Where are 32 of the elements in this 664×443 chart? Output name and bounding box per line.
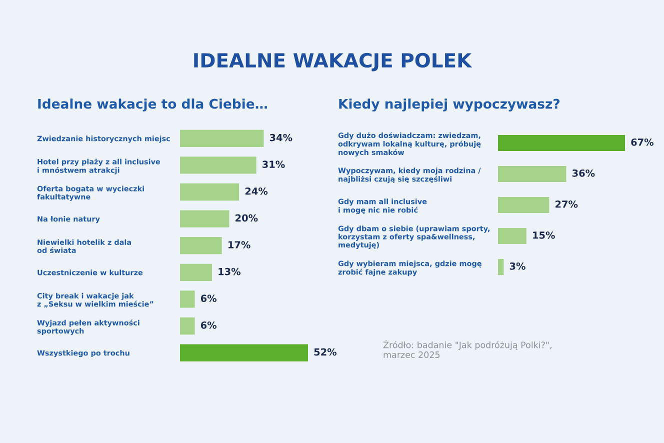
bar [180, 290, 195, 308]
bar [180, 183, 240, 201]
bar [180, 237, 222, 254]
data-label: 52% [314, 348, 337, 356]
text: Źródło: badanie "Jak podróżują Polki?", marzec 2025 [383, 340, 552, 358]
chart-title: IDEALNE WAKACJE POLEK [194, 52, 472, 72]
bar [498, 166, 566, 182]
data-label: 27% [556, 200, 578, 208]
data-label: 6% [200, 321, 217, 329]
data-label: 36% [572, 169, 595, 177]
bar [180, 156, 256, 174]
bar [498, 134, 625, 152]
data-label: 3% [510, 262, 526, 270]
data-label: 13% [218, 268, 241, 276]
data-label: 67% [631, 138, 654, 146]
bar [498, 258, 504, 276]
bar [180, 210, 230, 228]
chart-title: Kiedy najlepiej wypoczywasz? [339, 98, 560, 112]
bar [498, 196, 550, 214]
data-label: 34% [270, 134, 292, 142]
data-label: 6% [200, 294, 217, 302]
bar [180, 317, 195, 335]
chart-subtitle: Idealne wakacje to dla Ciebie… [38, 98, 267, 112]
data-label: 20% [236, 214, 258, 222]
data-label: 15% [533, 231, 555, 239]
data-label: 31% [262, 160, 285, 168]
bar [180, 344, 308, 362]
bar [180, 130, 264, 147]
bar [180, 264, 212, 281]
bar [498, 228, 526, 244]
data-label: 17% [228, 241, 250, 248]
data-label: 24% [245, 187, 268, 195]
